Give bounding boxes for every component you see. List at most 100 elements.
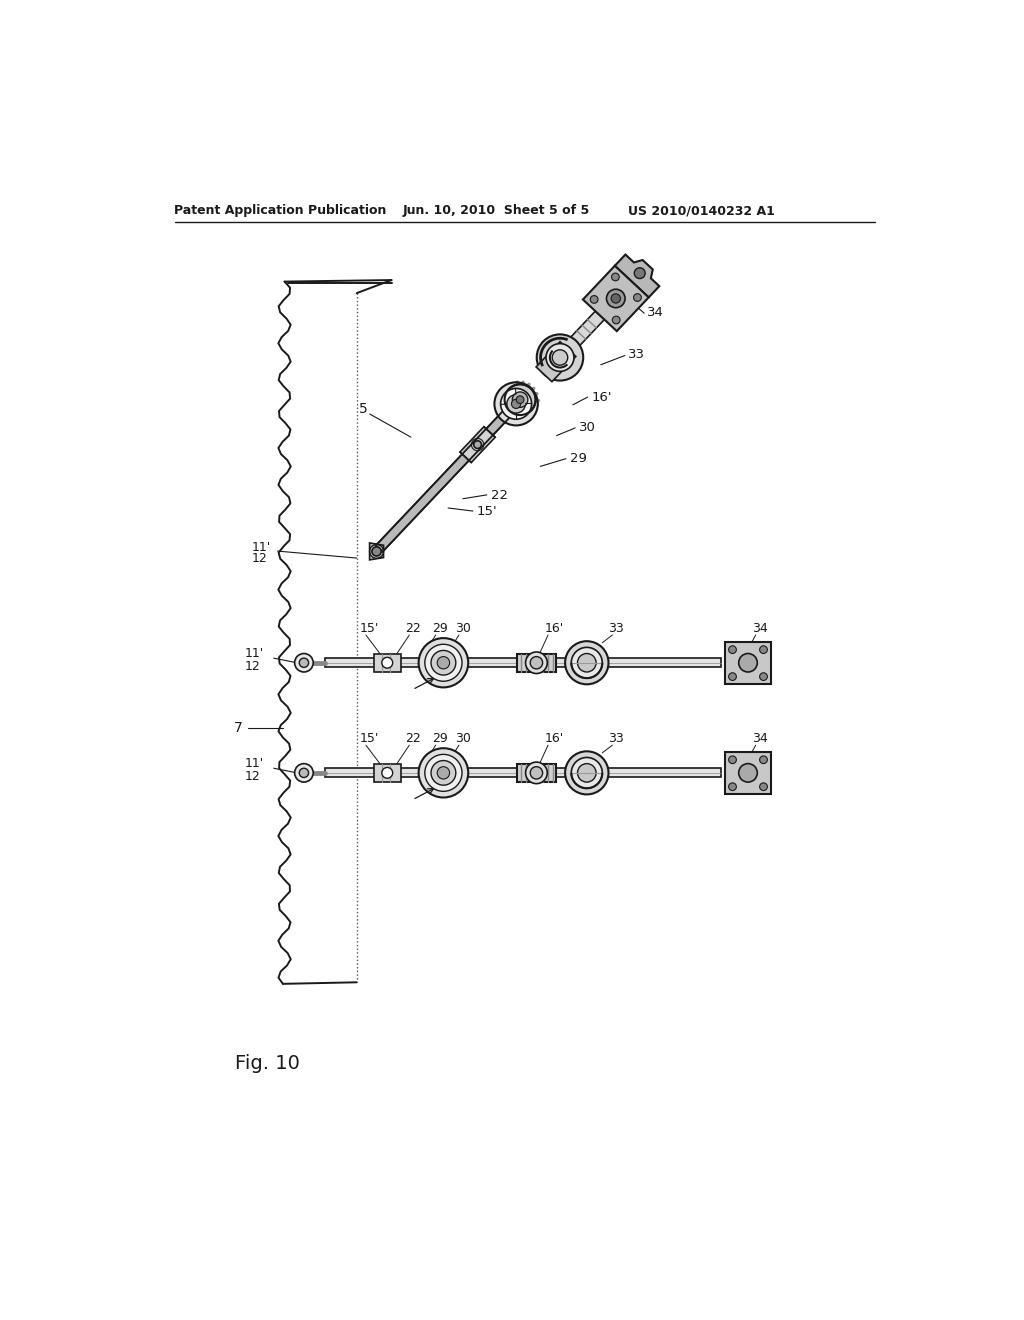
Circle shape [299,768,308,777]
Circle shape [571,758,602,788]
Text: 16': 16' [544,622,563,635]
Text: 22: 22 [404,731,421,744]
Text: 12: 12 [252,552,267,565]
Text: Fig. 10: Fig. 10 [234,1053,300,1073]
Polygon shape [614,255,659,297]
Circle shape [729,645,736,653]
Circle shape [760,673,767,681]
Circle shape [565,751,608,795]
Circle shape [474,441,481,449]
Circle shape [530,656,543,669]
Circle shape [295,653,313,672]
Bar [325,768,721,777]
Bar [374,653,400,672]
Circle shape [419,748,468,797]
Text: 34: 34 [647,306,665,319]
Bar [325,659,721,668]
Polygon shape [583,265,648,331]
Text: 11': 11' [245,647,263,660]
Circle shape [546,343,573,371]
Circle shape [760,645,767,653]
Circle shape [590,296,598,304]
Circle shape [606,289,625,308]
Text: 29: 29 [432,622,447,635]
Circle shape [295,763,313,781]
Circle shape [525,652,547,673]
Circle shape [729,673,736,681]
Text: 16': 16' [544,731,563,744]
Circle shape [634,268,645,279]
Circle shape [425,755,462,792]
Circle shape [437,767,450,779]
Text: 34: 34 [752,731,768,744]
Text: 29: 29 [432,731,447,744]
Circle shape [512,392,527,408]
Circle shape [729,783,736,791]
Text: Jun. 10, 2010  Sheet 5 of 5: Jun. 10, 2010 Sheet 5 of 5 [403,205,591,218]
Text: 15': 15' [359,731,379,744]
Text: 22: 22 [404,622,421,635]
Circle shape [299,659,308,668]
Circle shape [565,642,608,684]
Circle shape [760,783,767,791]
Circle shape [537,334,584,380]
Circle shape [382,657,392,668]
Circle shape [501,388,531,420]
Circle shape [505,384,536,414]
Circle shape [495,383,538,425]
Bar [374,763,400,781]
Circle shape [530,767,543,779]
Circle shape [516,396,524,404]
Circle shape [431,651,456,675]
Text: 30: 30 [579,421,596,434]
Text: 33: 33 [608,731,625,744]
Circle shape [729,756,736,763]
Text: 12: 12 [245,660,260,673]
Text: 11': 11' [252,541,271,554]
Circle shape [738,653,758,672]
Text: 16': 16' [592,391,612,404]
Circle shape [578,653,596,672]
Text: 30: 30 [455,622,471,635]
Bar [517,763,556,781]
Circle shape [425,644,462,681]
Text: 30: 30 [455,731,471,744]
Text: 7: 7 [234,721,243,735]
Circle shape [382,767,392,779]
Polygon shape [537,342,575,381]
Bar [517,653,556,672]
Circle shape [437,656,450,669]
Text: 29: 29 [569,453,587,465]
Circle shape [611,294,621,304]
Text: 15': 15' [359,622,379,635]
Bar [725,752,771,795]
Circle shape [634,293,641,301]
Circle shape [507,395,525,413]
Circle shape [611,273,620,281]
Polygon shape [460,426,496,462]
Circle shape [525,762,547,784]
Circle shape [372,546,381,556]
Text: 33: 33 [608,622,625,635]
Bar [725,642,771,684]
Circle shape [578,763,596,781]
Polygon shape [370,543,384,560]
Text: 11': 11' [245,758,263,770]
Polygon shape [376,405,515,552]
Circle shape [760,756,767,763]
Circle shape [612,315,621,323]
Circle shape [738,763,758,781]
Circle shape [419,638,468,688]
Polygon shape [568,312,604,347]
Circle shape [431,760,456,785]
Text: 12: 12 [245,770,260,783]
Text: 22: 22 [490,490,508,502]
Text: US 2010/0140232 A1: US 2010/0140232 A1 [628,205,775,218]
Text: 33: 33 [628,348,645,362]
Circle shape [511,399,521,408]
Text: 5: 5 [359,401,368,416]
Text: 15': 15' [477,504,498,517]
Circle shape [552,350,567,366]
Text: 34: 34 [752,622,768,635]
Text: Patent Application Publication: Patent Application Publication [174,205,387,218]
